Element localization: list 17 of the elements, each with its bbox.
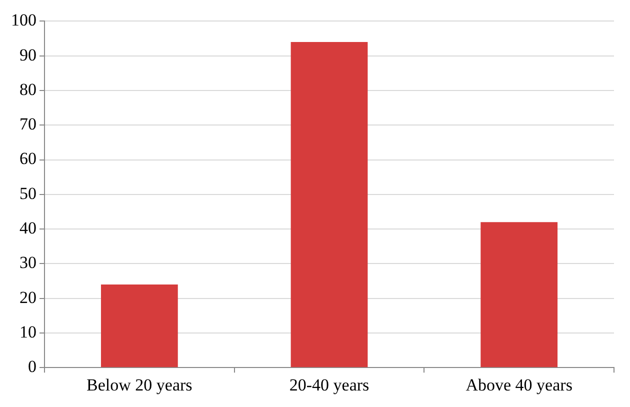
y-tick-label: 50 xyxy=(20,184,36,203)
y-tick-label: 10 xyxy=(20,322,36,342)
x-tick-label: 20-40 years xyxy=(289,375,370,394)
x-tick-label: Below 20 years xyxy=(86,375,192,394)
y-tick-label: 60 xyxy=(20,149,36,168)
y-tick-label: 100 xyxy=(11,10,36,30)
y-tick-label: 20 xyxy=(20,288,36,307)
y-tick-label: 30 xyxy=(20,253,36,272)
y-tick-label: 0 xyxy=(28,357,36,376)
y-tick-label: 90 xyxy=(20,45,36,64)
x-tick-label: Above 40 years xyxy=(466,375,572,394)
bar xyxy=(480,222,558,368)
y-tick-label: 80 xyxy=(20,80,36,99)
bar xyxy=(290,42,368,368)
y-tick-label: 40 xyxy=(20,218,36,238)
y-tick-label: 70 xyxy=(20,114,36,134)
bar xyxy=(100,284,178,368)
